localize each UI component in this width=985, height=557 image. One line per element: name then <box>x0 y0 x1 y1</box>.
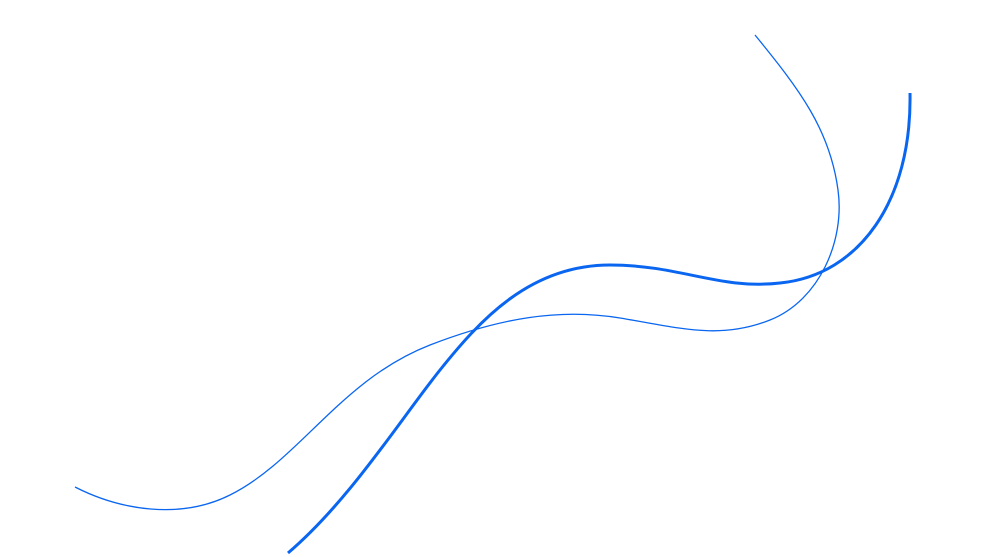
thin-curve <box>74 34 840 511</box>
thick-curve <box>287 92 912 555</box>
